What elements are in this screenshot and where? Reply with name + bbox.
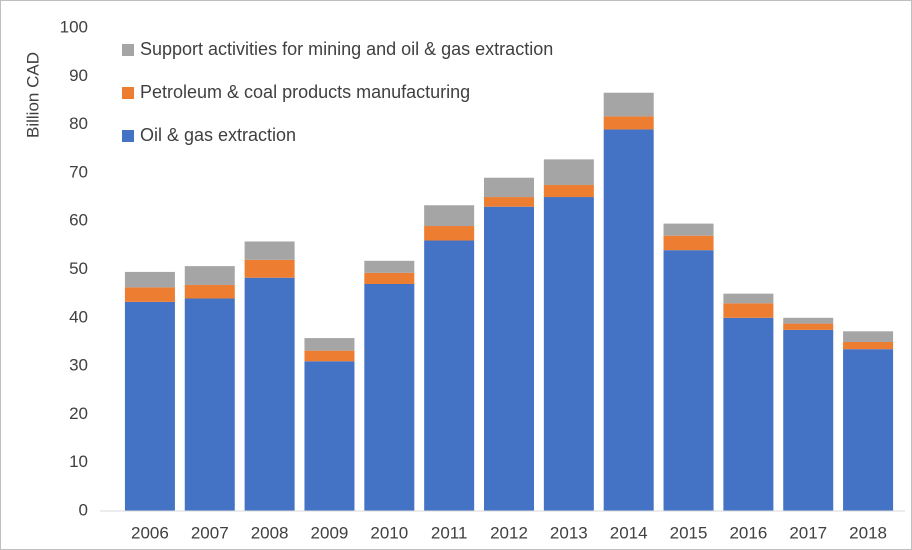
bar-segment: [484, 197, 534, 207]
bar-segment: [424, 226, 475, 241]
bar-segment: [663, 223, 714, 236]
y-tick-label: 40: [69, 307, 88, 326]
bar-segment: [783, 329, 834, 511]
bar-segment: [484, 206, 534, 511]
bar-segment: [304, 338, 355, 351]
x-tick-label: 2016: [729, 523, 767, 542]
bar-segment: [603, 129, 654, 511]
y-tick-label: 0: [79, 500, 88, 519]
x-tick-label: 2018: [849, 523, 887, 542]
y-tick-label: 60: [69, 211, 88, 230]
bar-segment: [783, 323, 834, 330]
y-tick-label: 20: [69, 404, 88, 423]
bar-segment: [244, 241, 295, 260]
y-tick-label: 80: [69, 114, 88, 133]
bar-segment: [843, 341, 894, 350]
bar-segment: [244, 277, 295, 511]
y-tick-label: 50: [69, 259, 88, 278]
bar-segment: [184, 298, 235, 511]
legend-swatch: [122, 87, 134, 99]
bar-segment: [543, 184, 594, 198]
bar-segment: [783, 317, 834, 324]
bar-segment: [364, 260, 415, 273]
bar-segment: [723, 303, 774, 318]
x-tick-label: 2017: [789, 523, 827, 542]
x-tick-label: 2006: [131, 523, 169, 542]
bar-segment: [364, 283, 415, 511]
x-tick-label: 2011: [431, 523, 468, 542]
legend-text: Support activities for mining and oil & …: [140, 39, 553, 59]
bar-segment: [484, 177, 534, 198]
bar-segment: [124, 271, 175, 288]
bar-segment: [304, 361, 355, 511]
bar-segment: [723, 317, 774, 511]
y-tick-label: 100: [60, 17, 88, 36]
x-tick-label: 2013: [550, 523, 588, 542]
x-tick-label: 2015: [670, 523, 708, 542]
bar-segment: [723, 293, 774, 304]
bar-segment: [124, 301, 175, 511]
bar-segment: [424, 240, 475, 511]
x-tick-label: 2010: [370, 523, 408, 542]
y-tick-label: 90: [69, 66, 88, 85]
y-tick-label: 30: [69, 356, 88, 375]
x-tick-label: 2012: [490, 523, 528, 542]
legend-text: Oil & gas extraction: [140, 125, 296, 145]
legend-swatch: [122, 44, 134, 56]
bar-segment: [304, 350, 355, 362]
x-tick-label: 2008: [251, 523, 289, 542]
x-tick-label: 2009: [311, 523, 349, 542]
bar-segment: [543, 159, 594, 185]
x-tick-label: 2014: [610, 523, 648, 542]
x-tick-label: 2007: [191, 523, 229, 542]
y-tick-label: 10: [69, 452, 88, 471]
bar-segment: [184, 266, 235, 285]
bar-segment: [424, 205, 475, 227]
y-axis-label: Billion CAD: [23, 52, 42, 138]
bar-segment: [843, 349, 894, 511]
bar-segment: [543, 197, 594, 512]
bar-segment: [364, 272, 415, 284]
bar-segment: [663, 235, 714, 251]
bar-segment: [244, 259, 295, 278]
bar-segment: [124, 287, 175, 302]
legend-swatch: [122, 130, 134, 142]
bar-segment: [184, 284, 235, 299]
bar-segment: [603, 92, 654, 117]
bar-segment: [603, 116, 654, 130]
bar-segment: [843, 331, 894, 342]
y-tick-label: 70: [69, 162, 88, 181]
bar-segment: [663, 250, 714, 511]
legend-text: Petroleum & coal products manufacturing: [140, 82, 470, 102]
